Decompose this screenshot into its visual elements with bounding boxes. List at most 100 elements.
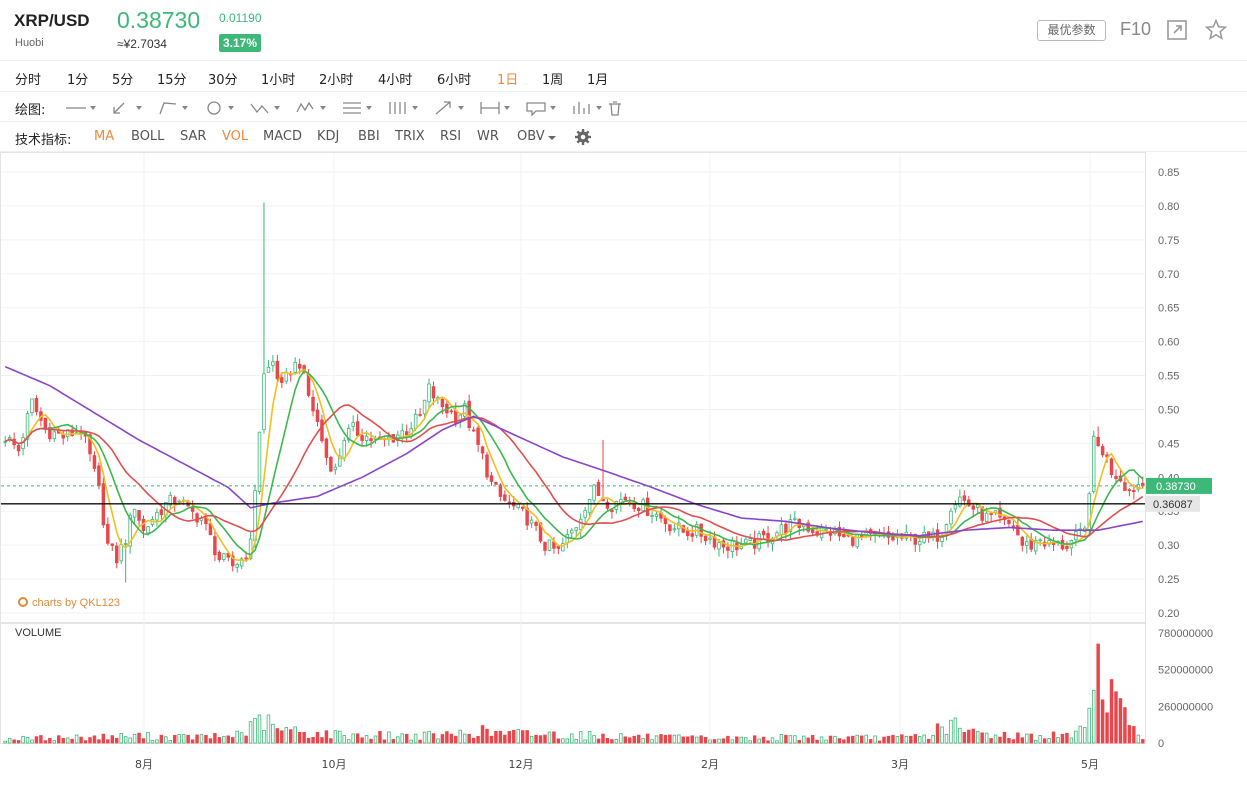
volume-bar [739, 736, 744, 744]
volume-bar [248, 721, 253, 744]
candle-body [507, 501, 512, 504]
interval-2[interactable]: 5分 [112, 73, 134, 88]
volume-bar [132, 733, 137, 744]
volume-bar [989, 738, 993, 744]
price-tick-label: 0.20 [1158, 608, 1179, 620]
gear-icon[interactable] [574, 128, 592, 146]
star-icon[interactable] [1204, 18, 1228, 42]
volume-bar [159, 734, 164, 744]
volume-bar [1007, 738, 1011, 744]
candle-body [748, 538, 752, 541]
volume-bar [400, 733, 404, 744]
candle-body [346, 428, 351, 441]
best-params-button[interactable]: 最优参数 [1037, 20, 1106, 41]
candle-body [1091, 435, 1096, 493]
volume-bar [1141, 739, 1145, 744]
circle-tool-icon[interactable] [202, 100, 238, 116]
volume-bar [494, 731, 498, 744]
indicator-obv[interactable]: OBV [517, 129, 545, 144]
volume-bar [306, 737, 311, 744]
volume-bar [596, 738, 601, 744]
volume-bar [208, 738, 213, 744]
symbol-title: XRP/USD [14, 11, 90, 30]
volume-bar [1025, 733, 1029, 744]
price-change: 0.01190 [219, 11, 262, 25]
volume-bar [507, 731, 512, 744]
interval-6[interactable]: 2小时 [319, 73, 354, 88]
candle-body [726, 546, 730, 551]
parallel-tool-icon[interactable] [386, 100, 422, 116]
candle-body [257, 431, 262, 493]
pencil-tool-icon[interactable] [110, 100, 146, 116]
indicator-trix[interactable]: TRIX [395, 129, 425, 144]
volume-bar [726, 735, 730, 744]
interval-0[interactable]: 分时 [15, 73, 42, 88]
f10-button[interactable]: F10 [1120, 19, 1152, 39]
candle-body [88, 434, 92, 455]
price-chart[interactable]: 0.850.800.750.700.650.600.550.500.450.40… [0, 152, 1247, 785]
indicator-sar[interactable]: SAR [180, 129, 207, 144]
volume-bar [164, 736, 168, 744]
indicator-vol[interactable]: VOL [222, 129, 249, 144]
interval-8[interactable]: 6小时 [437, 73, 472, 88]
interval-7[interactable]: 4小时 [378, 73, 413, 88]
candle-body [654, 513, 659, 517]
volume-bar [462, 733, 467, 744]
volume-bar [886, 735, 891, 744]
expand-icon[interactable] [1165, 18, 1189, 42]
volume-bar [828, 735, 833, 744]
indicator-ma[interactable]: MA [94, 129, 115, 144]
volume-tick-label: 260000000 [1158, 701, 1213, 713]
volume-bar [779, 734, 784, 744]
bars-tool-icon[interactable] [570, 100, 606, 116]
volume-bar [659, 734, 663, 744]
indicator-boll[interactable]: BOLL [131, 129, 165, 144]
trash-icon[interactable] [604, 100, 640, 116]
candle-body [271, 361, 275, 366]
indicator-bbi[interactable]: BBI [358, 129, 380, 144]
candle-body [592, 484, 596, 501]
volume-bar [280, 730, 284, 744]
volume-bar [150, 739, 155, 744]
volume-bar [578, 731, 583, 744]
volume-bar [748, 740, 752, 744]
indicator-macd[interactable]: MACD [263, 129, 302, 144]
ray-tool-icon[interactable] [156, 100, 192, 116]
candle-body [128, 514, 132, 547]
volume-bar [891, 734, 895, 744]
range-tool-icon[interactable] [478, 100, 514, 116]
volume-bar [1100, 699, 1105, 744]
interval-5[interactable]: 1小时 [261, 73, 296, 88]
candle-body [650, 515, 654, 517]
volume-bar [311, 737, 315, 744]
indicator-wr[interactable]: WR [477, 129, 499, 144]
candle-body [92, 455, 97, 469]
volume-bar [663, 735, 668, 744]
volume-bar [868, 739, 873, 744]
pattern-tool-icon[interactable] [294, 100, 330, 116]
indicator-rsi[interactable]: RSI [440, 129, 462, 144]
interval-9[interactable]: 1日 [497, 73, 519, 88]
zigzag-tool-icon[interactable] [248, 100, 284, 116]
volume-bar [39, 735, 43, 744]
volume-bar [79, 736, 83, 744]
interval-4[interactable]: 30分 [208, 73, 238, 88]
arrow-tool-icon[interactable] [432, 100, 468, 116]
volume-bar [471, 737, 476, 744]
interval-3[interactable]: 15分 [157, 73, 187, 88]
line-tool-icon[interactable] [64, 100, 100, 116]
candle-body [793, 517, 797, 520]
note-tool-icon[interactable] [524, 100, 560, 116]
time-tick-label: 5月 [1081, 758, 1099, 771]
interval-1[interactable]: 1分 [67, 73, 89, 88]
volume-bar [110, 735, 115, 744]
interval-10[interactable]: 1周 [542, 73, 564, 88]
volume-bar [784, 734, 788, 744]
indicator-kdj[interactable]: KDJ [317, 129, 340, 144]
candle-body [935, 529, 940, 542]
candle-body [855, 533, 860, 548]
volume-bar [489, 735, 494, 744]
obv-dropdown-icon[interactable] [546, 130, 558, 146]
interval-11[interactable]: 1月 [587, 73, 609, 88]
fib-tool-icon[interactable] [340, 100, 376, 116]
